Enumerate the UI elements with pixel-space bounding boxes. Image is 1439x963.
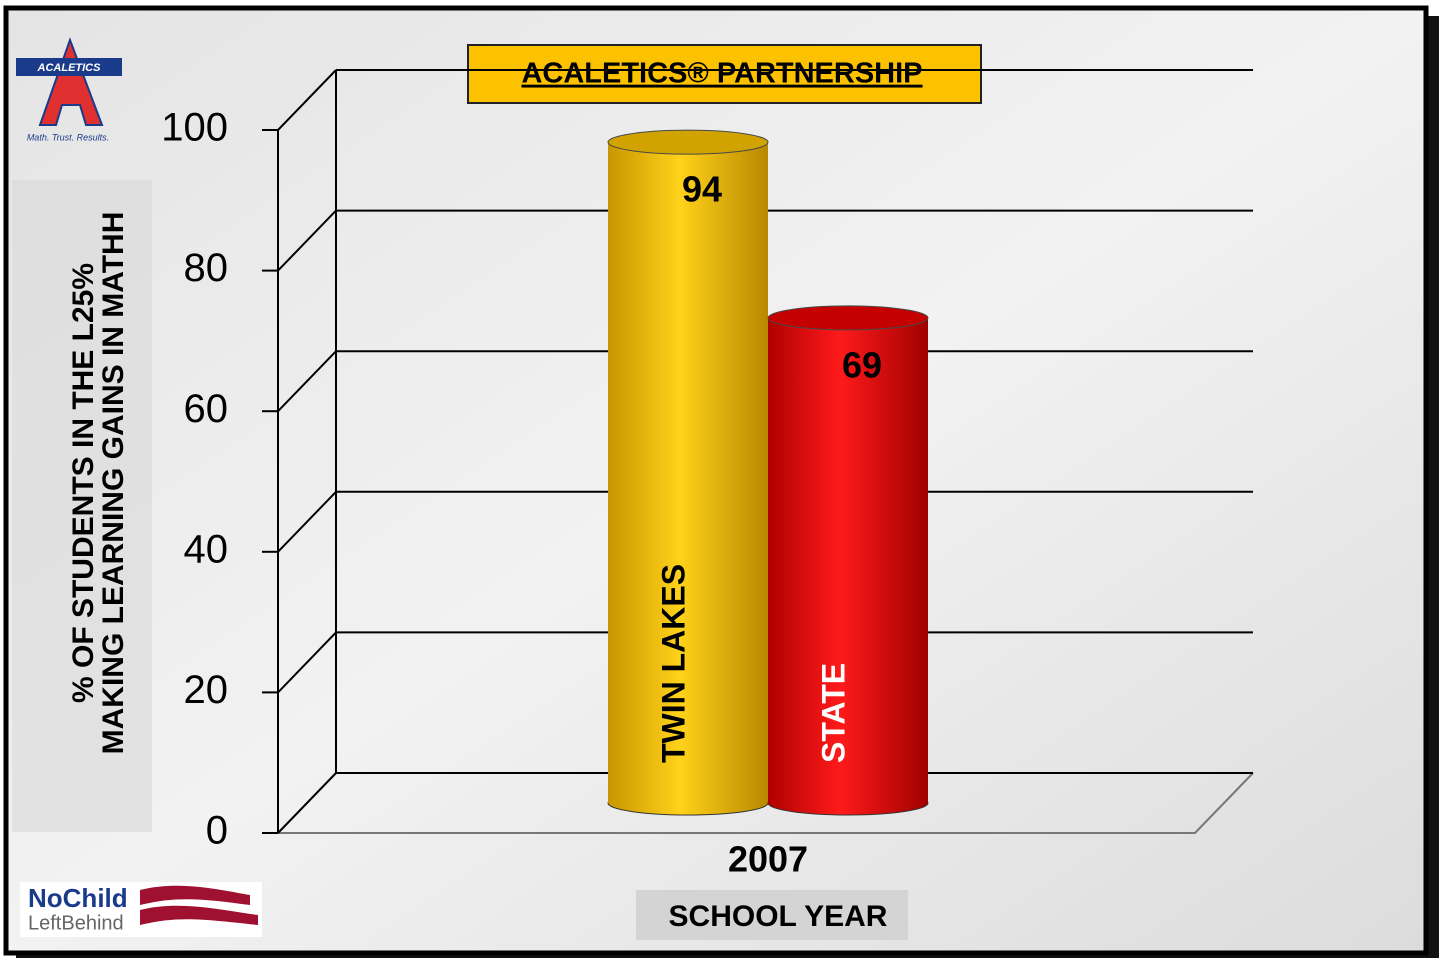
- value-label: 94: [682, 169, 722, 210]
- xlabel-panel: [636, 890, 908, 940]
- logo-line2: LeftBehind: [28, 912, 124, 934]
- bar: [608, 142, 768, 803]
- grid-line: [277, 69, 337, 131]
- series-label: TWIN LAKES: [655, 564, 691, 763]
- y-tick-label: 100: [161, 106, 228, 150]
- value-label: 69: [842, 344, 882, 385]
- logo-bottom: NoChild LeftBehind: [20, 882, 262, 937]
- title-box: [467, 44, 982, 104]
- logo-band: [16, 58, 122, 76]
- y-tick-label: 20: [184, 668, 229, 712]
- logo-top: ACALETICS Math. Trust. Results.: [16, 37, 122, 142]
- y-tick-label: 40: [184, 527, 229, 571]
- logo-line1: NoChild: [28, 883, 128, 913]
- y-tick-label: 0: [206, 809, 228, 853]
- floor: [278, 772, 1254, 834]
- grid-line: [277, 209, 337, 272]
- x-axis-label: SCHOOL YEAR: [669, 900, 888, 933]
- ylabel-panel: [12, 180, 152, 832]
- bar-top: [607, 129, 769, 155]
- logo-flag: [140, 885, 258, 925]
- logo-tagline: Math. Trust. Results.: [27, 132, 109, 142]
- logo-a: [38, 37, 104, 126]
- grid-line: [277, 491, 337, 553]
- logo-text: ACALETICS: [37, 62, 102, 74]
- y-tick-label: 60: [184, 387, 229, 431]
- bar: [768, 317, 928, 803]
- y-axis-label: MAKING LEARNING GAINS IN MATHH: [97, 212, 130, 755]
- grid-line: [277, 350, 337, 412]
- grid-line: [277, 631, 337, 694]
- y-axis-label: % OF STUDENTS IN THE L25%: [67, 263, 100, 703]
- grid-line: [277, 772, 337, 834]
- x-tick-label: 2007: [728, 839, 808, 880]
- bar-top: [767, 305, 929, 331]
- y-tick-label: 80: [184, 246, 229, 290]
- chart-title: ACALETICS® PARTNERSHIP: [521, 58, 922, 90]
- series-label: STATE: [815, 663, 851, 763]
